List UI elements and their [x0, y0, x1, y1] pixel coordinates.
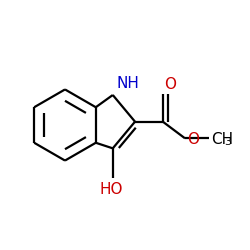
Text: O: O: [164, 77, 176, 92]
Text: HO: HO: [100, 182, 124, 197]
Text: O: O: [187, 132, 199, 147]
Text: 3: 3: [224, 137, 231, 147]
Text: NH: NH: [116, 76, 139, 90]
Text: CH: CH: [211, 132, 233, 147]
